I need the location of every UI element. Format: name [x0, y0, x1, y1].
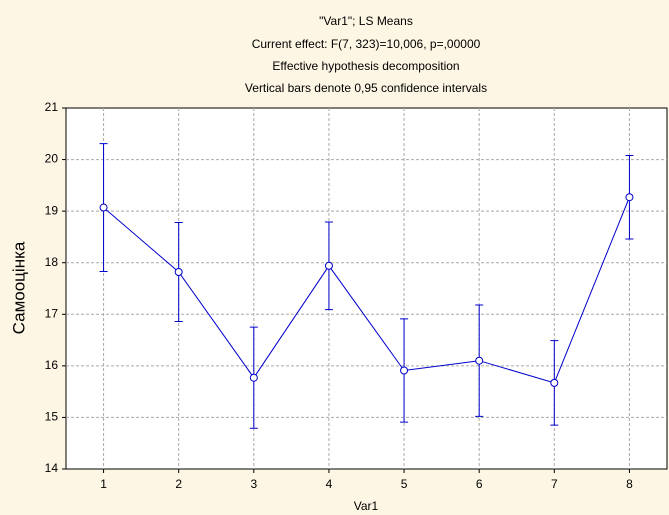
- series-line: [103, 197, 630, 384]
- data-point: [249, 373, 258, 382]
- x-tick-label: 6: [476, 477, 483, 491]
- x-tick-label: 8: [626, 477, 633, 491]
- x-tick-label: 7: [551, 477, 558, 491]
- y-tick-label: 20: [45, 152, 59, 166]
- x-tick-label: 2: [175, 477, 182, 491]
- x-tick-label: 1: [100, 477, 107, 491]
- x-tick-label: 5: [401, 477, 408, 491]
- chart-subtitle: Current effect: F(7, 323)=10,006, p=,000…: [252, 37, 481, 51]
- x-axis-label: Var1: [354, 499, 379, 513]
- chart-subtitle: Effective hypothesis decomposition: [272, 59, 459, 73]
- data-point: [475, 356, 484, 365]
- y-tick-label: 14: [45, 461, 59, 475]
- y-tick-label: 21: [45, 100, 59, 114]
- data-point: [625, 193, 634, 202]
- y-tick-label: 18: [45, 255, 59, 269]
- data-point: [324, 261, 333, 270]
- x-tick-label: 3: [250, 477, 257, 491]
- data-point: [550, 378, 559, 387]
- y-tick-label: 17: [45, 306, 59, 320]
- y-tick-label: 15: [45, 410, 59, 424]
- data-point: [99, 203, 108, 212]
- y-axis-label: Самооцінка: [9, 241, 28, 334]
- y-tick-label: 19: [45, 203, 59, 217]
- y-tick-label: 16: [45, 358, 59, 372]
- plot-area: [65, 107, 668, 470]
- x-tick-label: 4: [326, 477, 333, 491]
- data-point: [400, 366, 409, 375]
- chart-subtitle: Vertical bars denote 0,95 confidence int…: [245, 81, 487, 95]
- chart-title: "Var1"; LS Means: [319, 14, 413, 28]
- data-point: [174, 267, 183, 276]
